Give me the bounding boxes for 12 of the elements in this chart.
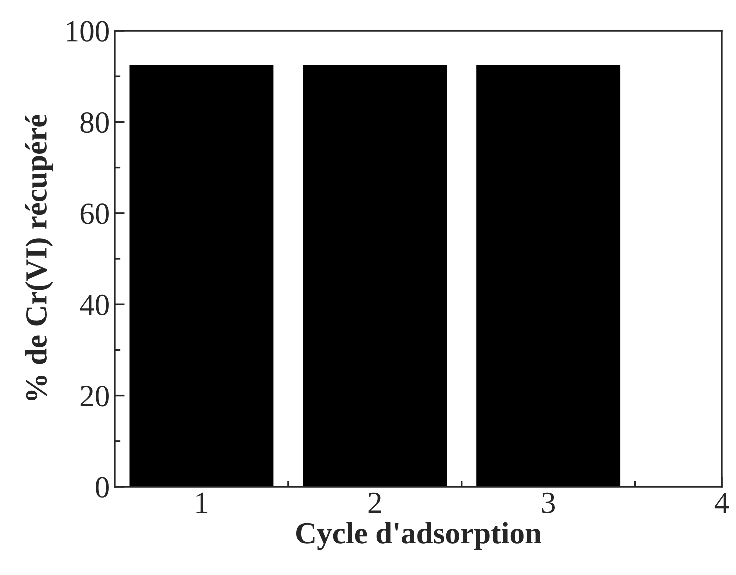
- y-tick-label: 0: [96, 477, 109, 498]
- y-tick-label: 40: [80, 294, 109, 316]
- x-axis-title: Cycle d'adsorption: [296, 522, 542, 550]
- x-tick-label: 2: [368, 492, 382, 514]
- x-tick-label: 4: [714, 492, 730, 514]
- y-tick-label: 80: [80, 112, 109, 134]
- y-tick-label: 60: [80, 204, 109, 224]
- y-tick-label: 20: [80, 386, 109, 407]
- x-tick-label: 3: [542, 492, 556, 514]
- y-tick-label: 100: [66, 21, 109, 42]
- y-axis-title: % de Cr(VI) récupéré: [25, 115, 54, 401]
- x-tick-label: 1: [196, 492, 208, 514]
